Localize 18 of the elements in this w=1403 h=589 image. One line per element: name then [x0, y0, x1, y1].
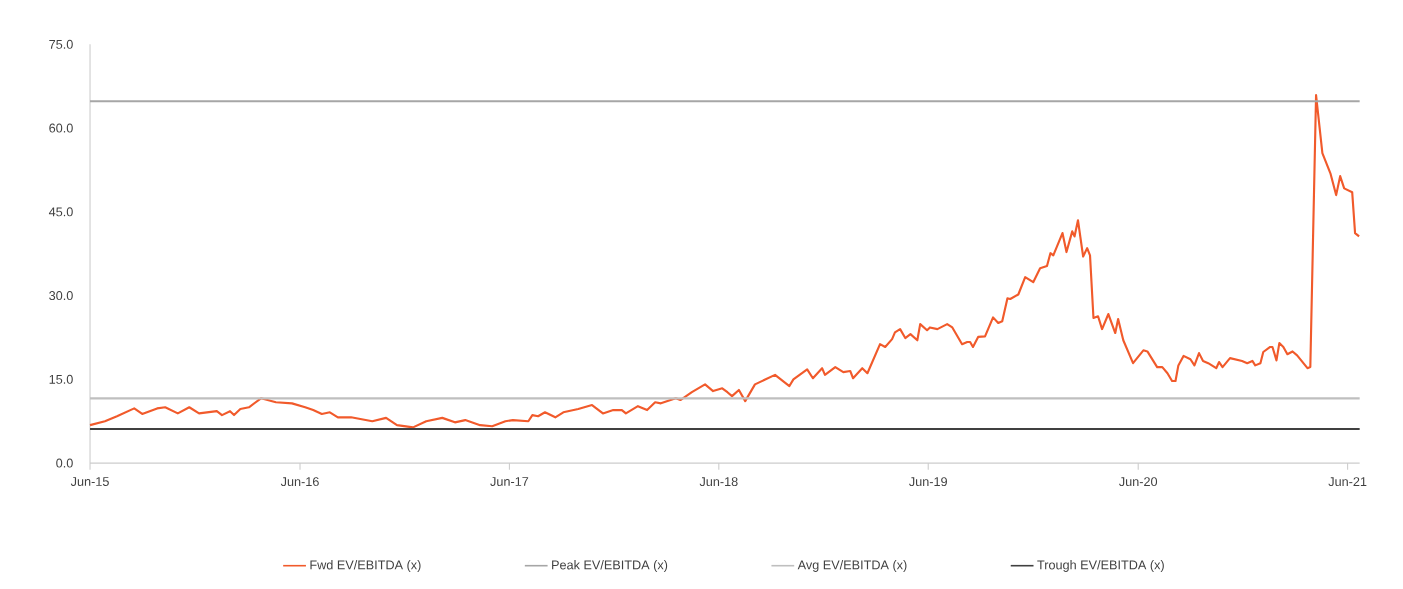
legend-label: Avg EV/EBITDA (x): [797, 559, 907, 572]
y-tick-label: 60.0: [49, 123, 73, 133]
line-series: [88, 93, 1361, 429]
x-tick-label: Jun-17: [490, 476, 529, 486]
y-tick-label: 30.0: [49, 290, 73, 300]
y-tick-label: 15.0: [49, 374, 73, 384]
x-tick-label: Jun-20: [1119, 476, 1158, 486]
x-tick-label: Jun-16: [280, 476, 319, 486]
x-tick-label: Jun-19: [909, 476, 947, 486]
x-tick-label: Jun-15: [70, 476, 109, 486]
legend-label: Peak EV/EBITDA (x): [552, 559, 668, 572]
y-tick-label: 75.0: [49, 39, 73, 49]
legend-label: Fwd EV/EBITDA (x): [310, 559, 421, 572]
x-tick-label: Jun-21: [1328, 476, 1367, 486]
legend-label: Trough EV/EBITDA (x): [1037, 559, 1164, 572]
y-tick-label: 45.0: [48, 207, 73, 217]
x-tick-label: Jun-18: [699, 476, 738, 486]
y-tick-label: 0.0: [56, 458, 73, 468]
